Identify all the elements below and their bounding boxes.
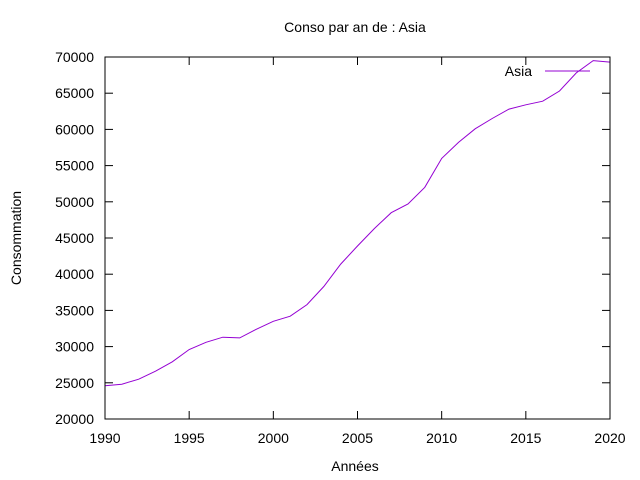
x-tick-label: 2020	[594, 430, 625, 446]
x-tick-label: 2005	[342, 430, 373, 446]
y-tick-label: 55000	[55, 158, 94, 174]
y-tick-label: 45000	[55, 230, 94, 246]
y-tick-label: 60000	[55, 121, 94, 137]
y-tick-label: 70000	[55, 49, 94, 65]
x-tick-label: 1995	[174, 430, 205, 446]
y-tick-label: 40000	[55, 266, 94, 282]
y-tick-label: 50000	[55, 194, 94, 210]
y-tick-label: 20000	[55, 411, 94, 427]
x-tick-label: 2015	[510, 430, 541, 446]
plot-frame	[104, 56, 611, 420]
x-axis-label: Années	[331, 458, 378, 474]
y-axis-label: Consommation	[8, 191, 24, 285]
axis-ticks: 1990 1995 2000 2005 2010 2015 2020 20000 25000 30…	[55, 49, 626, 446]
y-tick-label: 65000	[55, 85, 94, 101]
x-tick-label: 2000	[258, 430, 289, 446]
legend: Asia	[505, 63, 590, 79]
legend-label-asia: Asia	[505, 63, 532, 79]
y-tick-label: 35000	[55, 302, 94, 318]
y-tick-label: 25000	[55, 375, 94, 391]
series-line-asia	[104, 60, 611, 387]
chart-title: Conso par an de : Asia	[284, 19, 426, 35]
x-tick-label: 2010	[426, 430, 457, 446]
x-tick-label: 1990	[89, 430, 120, 446]
series-layer	[104, 60, 611, 387]
y-tick-label: 30000	[55, 339, 94, 355]
